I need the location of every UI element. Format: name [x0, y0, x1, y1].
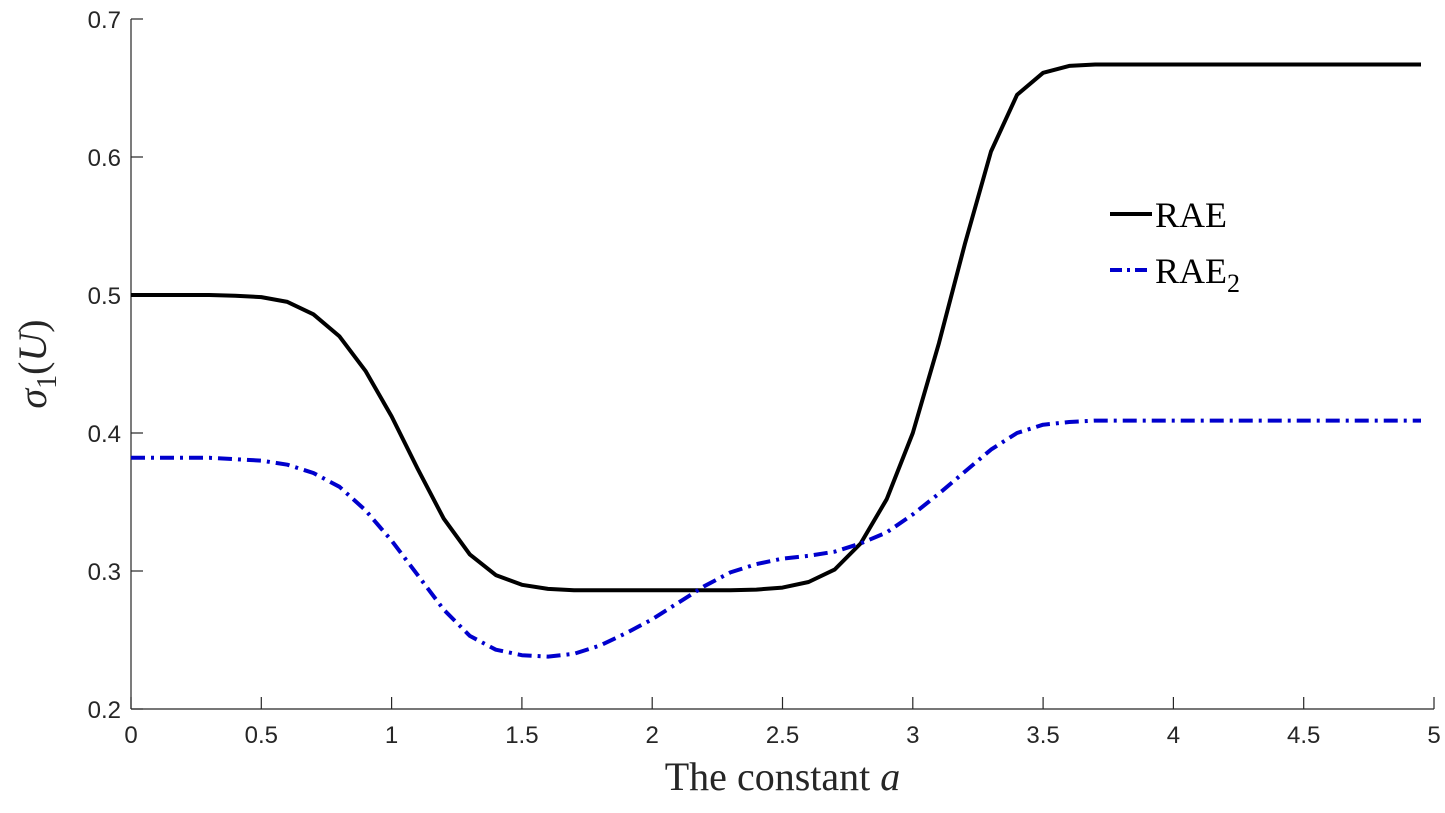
legend-label-text: RAE	[1155, 195, 1227, 235]
x-tick-label: 5	[1427, 722, 1440, 749]
y-tick-label: 0.5	[88, 283, 121, 310]
y-axis-label-open-paren: (	[10, 362, 55, 375]
y-axis-label-group: σ1(U)	[10, 319, 63, 408]
x-tick-label: 1.5	[505, 722, 538, 749]
x-tick-label: 2	[646, 722, 659, 749]
x-tick-label: 1	[385, 722, 398, 749]
x-tick-label: 3	[906, 722, 919, 749]
axes: 0 0.5 1 1.5 2 2.5 3 3.5 4 4.5 5 0.2 0.3 0.4 0.5 0.6 0.7	[88, 7, 1441, 749]
x-tick-label: 0.5	[245, 722, 278, 749]
x-tick-label: 4.5	[1287, 722, 1320, 749]
series-group	[131, 62, 1421, 659]
x-axis-label: The constant a	[665, 754, 901, 799]
x-tick-label: 2.5	[766, 722, 799, 749]
y-tick-label: 0.3	[88, 559, 121, 586]
series-line-rae	[131, 62, 1421, 593]
y-axis-label-sigma: σ	[10, 388, 55, 409]
y-tick-label: 0.4	[88, 421, 121, 448]
y-axis-label-variable: U	[10, 330, 55, 362]
x-tick-label: 4	[1167, 722, 1180, 749]
legend-label-rae2: RAE2	[1155, 251, 1240, 298]
series-line-rae2	[131, 418, 1421, 659]
legend-label-rae: RAE	[1155, 195, 1227, 235]
x-tick-label: 0	[124, 722, 137, 749]
x-axis-label-text: The constant	[665, 754, 881, 799]
x-tick-label: 3.5	[1026, 722, 1059, 749]
y-axis-label-subscript: 1	[32, 375, 63, 389]
legend-label-subscript: 2	[1227, 269, 1240, 298]
y-axis-label: σ1(U)	[10, 319, 63, 408]
y-tick-label: 0.2	[88, 697, 121, 724]
axis-labels: The constant aσ1(U)	[10, 319, 900, 799]
legend-label-text: RAE	[1155, 251, 1227, 291]
y-tick-label: 0.6	[88, 145, 121, 172]
x-axis-label-variable: a	[880, 754, 900, 799]
y-axis-label-close-paren: )	[10, 319, 55, 332]
y-tick-label: 0.7	[88, 7, 121, 34]
